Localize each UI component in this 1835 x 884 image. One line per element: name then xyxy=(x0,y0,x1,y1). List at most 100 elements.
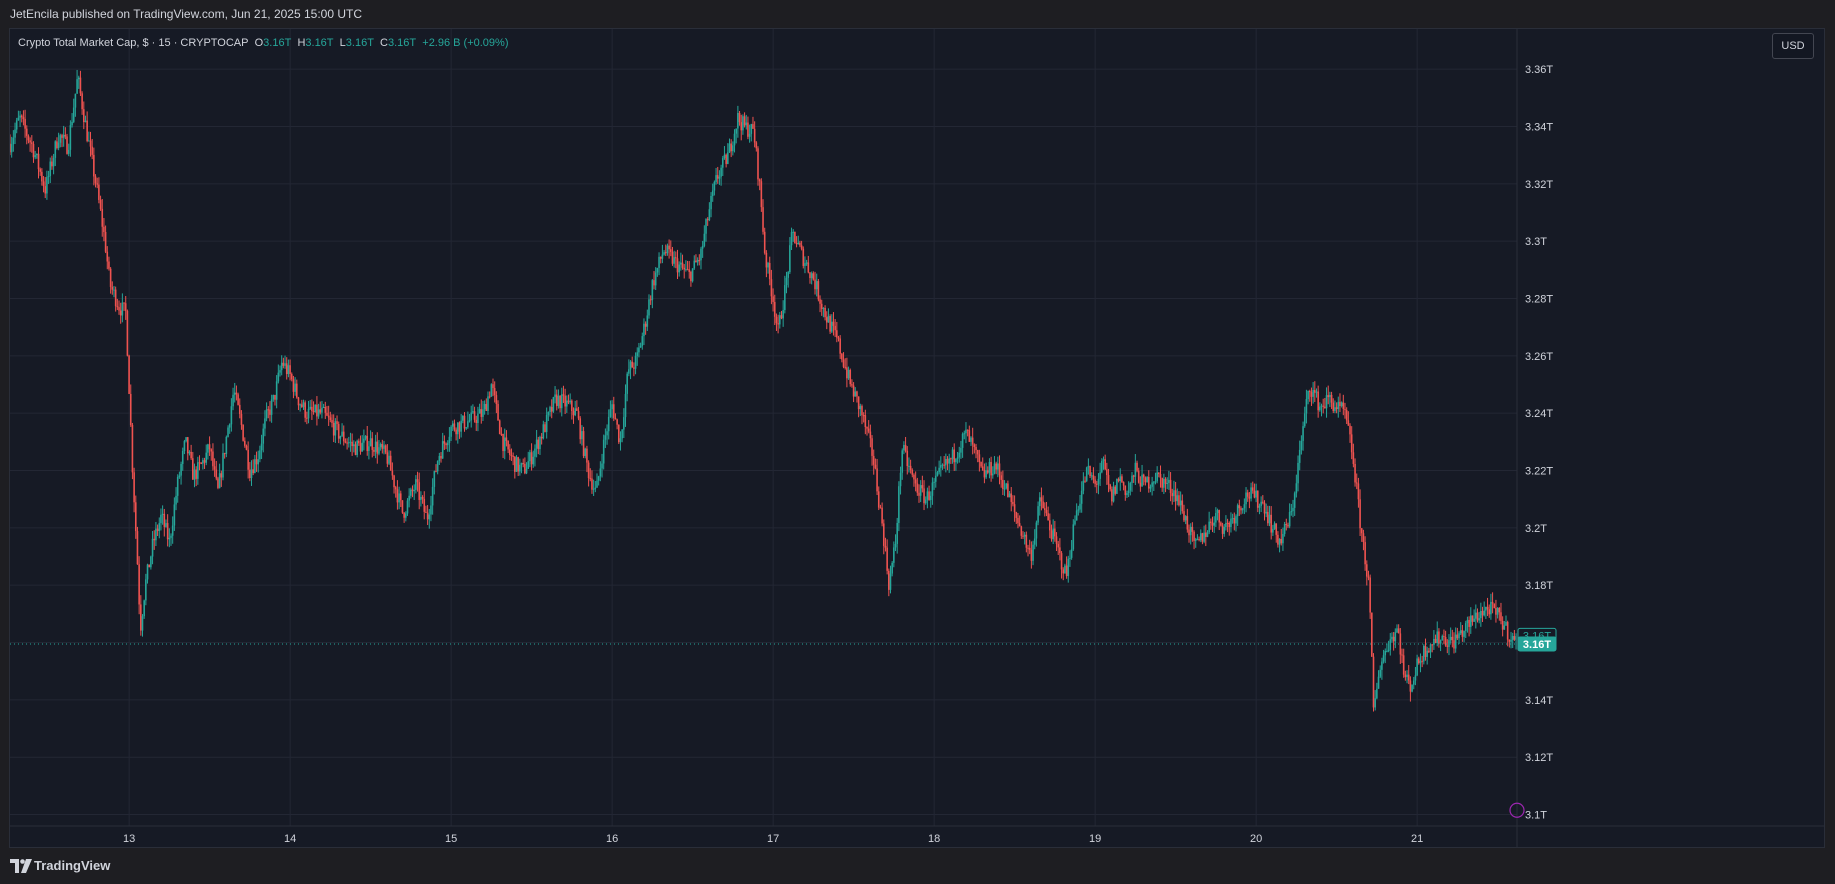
candle-body xyxy=(760,181,763,208)
symbol-legend[interactable]: Crypto Total Market Cap, $ · 15 · CRYPTO… xyxy=(18,37,509,49)
candle-body xyxy=(1350,434,1353,453)
candle-body xyxy=(1158,472,1160,474)
candle-body xyxy=(265,409,268,419)
tradingview-brand[interactable]: TradingView xyxy=(34,858,111,873)
candle-body xyxy=(1038,497,1041,507)
currency-button[interactable]: USD xyxy=(1772,33,1814,59)
candle-body xyxy=(874,464,877,469)
footer: TradingView xyxy=(0,848,1835,884)
candle-body xyxy=(309,406,312,409)
candle-body xyxy=(468,420,471,422)
candle-body xyxy=(971,437,974,445)
candle-body xyxy=(347,442,350,444)
candle-body xyxy=(1381,661,1383,670)
candle-body xyxy=(1179,500,1182,506)
candle-body xyxy=(569,400,571,403)
candle-body xyxy=(539,436,541,450)
candle-body xyxy=(374,441,377,452)
chart-panel[interactable]: 3.36T 3.34T 3.32T 3.3T 3.28T 3.26T 3.24T 3.22T 3… xyxy=(9,28,1825,848)
candle-body xyxy=(1236,505,1239,517)
candle-body xyxy=(780,315,783,319)
candle-body xyxy=(1050,530,1053,540)
candle-body xyxy=(1443,635,1445,637)
candle-body xyxy=(1176,495,1179,502)
candle-body xyxy=(802,248,805,266)
candle-body xyxy=(181,450,184,464)
candle-body xyxy=(643,323,645,337)
candle-body xyxy=(750,124,753,134)
y-tick-label: 3.14T xyxy=(1525,695,1553,707)
candle-body xyxy=(1500,612,1502,621)
candle-body xyxy=(415,479,417,490)
y-tick-label: 3.3T xyxy=(1525,236,1547,248)
candle-body xyxy=(108,261,110,269)
candle-body xyxy=(854,391,857,397)
candle-body xyxy=(490,384,493,397)
candle-body xyxy=(257,459,260,465)
candle-body xyxy=(1005,483,1008,489)
candle-body xyxy=(1490,601,1492,615)
candle-body xyxy=(829,316,831,332)
candle-body xyxy=(993,463,996,474)
candle-body xyxy=(633,367,635,369)
candle-body xyxy=(413,489,415,492)
candle-body xyxy=(1095,483,1098,485)
candle-body xyxy=(815,281,818,290)
candle-body xyxy=(462,415,464,421)
candle-body xyxy=(810,273,813,279)
candle-body xyxy=(277,372,280,382)
candle-body xyxy=(31,142,33,144)
candle-body xyxy=(44,186,47,194)
x-tick-label: 21 xyxy=(1411,833,1423,845)
tradingview-logo-icon[interactable] xyxy=(10,859,32,873)
price-chart[interactable]: 3.36T 3.34T 3.32T 3.3T 3.28T 3.26T 3.24T 3.22T 3… xyxy=(10,29,1825,848)
candle-body xyxy=(145,579,147,601)
candle-body xyxy=(1325,395,1328,409)
candle-body xyxy=(366,435,369,451)
candle-body xyxy=(929,495,932,501)
candle-body xyxy=(478,409,481,414)
candle-body xyxy=(71,121,73,126)
candle-body xyxy=(113,289,115,291)
candle-body xyxy=(1449,636,1452,641)
y-tick-label: 3.28T xyxy=(1525,293,1553,305)
candle-body xyxy=(93,154,95,177)
candle-body xyxy=(1089,466,1091,477)
candle-body xyxy=(282,362,285,366)
candle-body xyxy=(1256,490,1259,508)
candle-body xyxy=(410,489,412,496)
candle-body xyxy=(497,404,499,421)
candle-body xyxy=(143,600,145,617)
candle-body xyxy=(306,417,308,419)
candle-body xyxy=(416,479,419,483)
symbol-name[interactable]: Crypto Total Market Cap, $ · 15 · CRYPTO… xyxy=(18,37,249,49)
candle-body xyxy=(1282,533,1284,544)
candle-body xyxy=(978,454,981,462)
candle-body xyxy=(1312,390,1314,397)
candle-body xyxy=(525,468,528,474)
candle-body xyxy=(373,449,375,452)
candle-body xyxy=(1199,533,1202,541)
candle-body xyxy=(785,277,788,286)
candle-body xyxy=(1466,619,1469,624)
candle-body xyxy=(524,463,526,474)
candle-body xyxy=(451,423,454,427)
candle-body xyxy=(663,252,665,255)
candle-body xyxy=(156,528,159,532)
candle-body xyxy=(839,338,841,354)
candle-body xyxy=(1134,462,1137,477)
candle-body xyxy=(852,385,855,397)
candle-body xyxy=(1293,493,1296,508)
candle-body xyxy=(1498,607,1501,613)
candle-body xyxy=(188,451,191,454)
candle-body xyxy=(74,93,77,108)
candle-body xyxy=(1433,638,1435,645)
candle-body xyxy=(1339,401,1341,407)
candle-body xyxy=(534,448,536,457)
candle-body xyxy=(56,141,58,149)
candle-body xyxy=(1208,521,1210,533)
candle-body xyxy=(477,413,479,424)
candle-body xyxy=(500,434,503,436)
candle-body xyxy=(1458,633,1460,639)
candle-body xyxy=(1109,484,1111,490)
